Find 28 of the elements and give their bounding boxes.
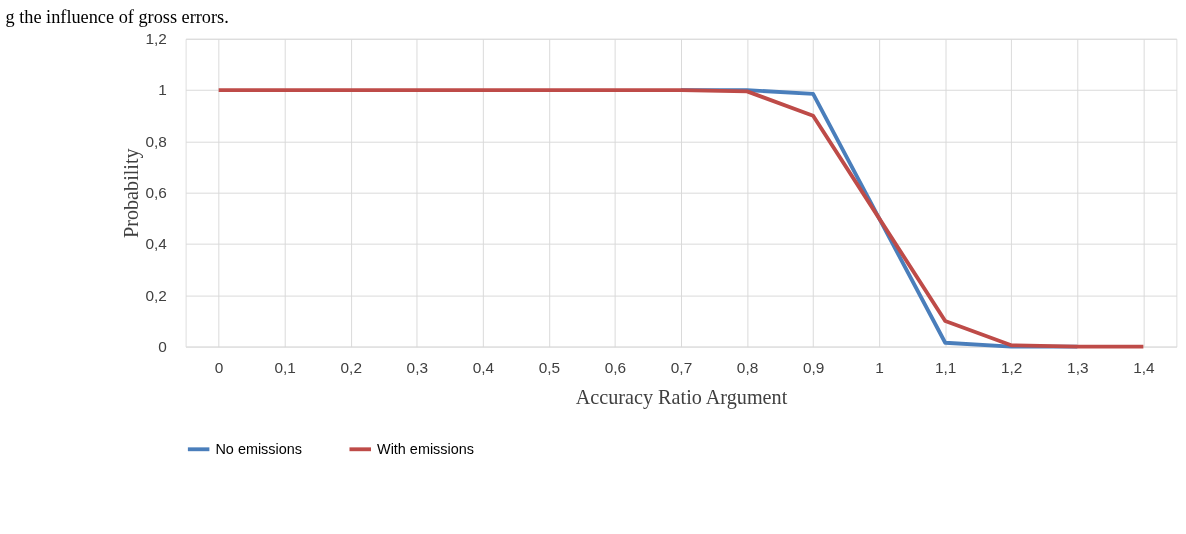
- x-tick-label: 0: [214, 359, 224, 377]
- legend-label: With emissions: [377, 441, 474, 458]
- x-tick-label: 0,3: [406, 359, 428, 377]
- x-tick-label: 1: [875, 359, 884, 377]
- y-tick-label: 1: [158, 81, 167, 99]
- legend-label: No emissions: [215, 441, 302, 458]
- x-tick-label: 1,1: [935, 359, 957, 377]
- x-tick-label: 0,2: [340, 359, 362, 377]
- x-tick-label: 1,2: [1001, 359, 1023, 377]
- x-tick-label: 0,8: [736, 359, 759, 377]
- y-tick-label: 1,2: [145, 30, 167, 48]
- line-series: [216, 88, 1146, 349]
- y-tick-label: 0,4: [145, 235, 168, 253]
- x-tick-label: 0,6: [604, 359, 627, 377]
- x-axis-title: Accuracy Ratio Argument: [575, 385, 788, 409]
- x-tick-label: 0,4: [472, 359, 495, 377]
- text: g the influence of gross errors.: [5, 7, 229, 28]
- x-tick-label: 1,4: [1133, 359, 1155, 377]
- y-tick-label: 0,6: [145, 183, 167, 201]
- x-tick-label: 0,9: [802, 359, 825, 377]
- x-tick-label: 1,3: [1067, 359, 1089, 377]
- y-axis-title: Probability: [119, 147, 143, 239]
- x-tick-label: 0,1: [274, 359, 296, 377]
- y-tick-label: 0,2: [145, 286, 167, 304]
- y-tick-label: 0: [158, 337, 167, 355]
- x-tick-label: 0,5: [538, 359, 561, 377]
- x-tick-label: 0,7: [670, 359, 693, 377]
- y-tick-label: 0,8: [145, 132, 167, 150]
